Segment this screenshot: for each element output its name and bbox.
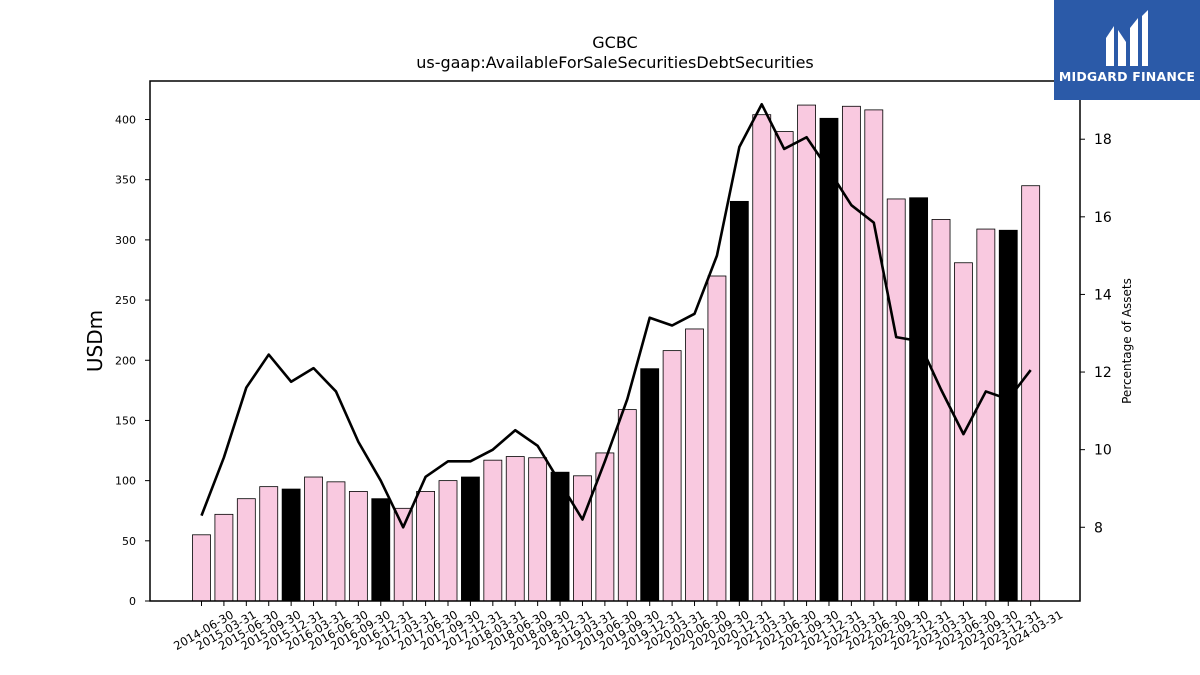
- bar: [819, 117, 839, 602]
- y-tick-label: 400: [115, 114, 136, 127]
- y-axis-left: 0 50 100 150 200 250 300 350 400: [115, 114, 150, 608]
- bar: [864, 109, 884, 602]
- midgard-logo-icon: [1106, 10, 1148, 66]
- y2-axis-label: Percentage of Assets: [1120, 278, 1134, 404]
- bar: [461, 476, 480, 602]
- bar: [640, 368, 660, 602]
- y-tick-label: 0: [129, 595, 136, 608]
- bar: [192, 534, 211, 602]
- y-tick-label: 150: [115, 414, 136, 427]
- bar: [281, 488, 301, 602]
- line-group: [200, 102, 1032, 529]
- y2-tick-label: 12: [1094, 365, 1112, 381]
- chart-title: GCBC: [592, 33, 637, 52]
- bar: [976, 228, 996, 602]
- bar-group: [192, 104, 1041, 602]
- bar: [841, 105, 861, 602]
- bar: [886, 198, 906, 602]
- y-tick-label: 50: [122, 535, 136, 548]
- x-axis: 2014-06-302015-03-312015-06-302015-09-30…: [171, 601, 1065, 653]
- bar: [438, 480, 458, 602]
- plot-frame: [149, 80, 1081, 602]
- bar: [214, 513, 234, 602]
- bar: [393, 507, 413, 602]
- y2-tick-label: 8: [1094, 520, 1103, 536]
- y2-tick-label: 16: [1094, 210, 1112, 226]
- bar: [797, 104, 816, 602]
- y2-tick-label: 18: [1094, 132, 1112, 148]
- y-tick-label: 250: [115, 294, 136, 307]
- bar: [685, 328, 704, 602]
- bar: [304, 476, 323, 602]
- bar: [326, 481, 346, 602]
- y-axis-label: USDm: [83, 310, 107, 372]
- chart-subtitle: us-gaap:AvailableForSaleSecuritiesDebtSe…: [416, 53, 814, 72]
- percentage-line: [200, 102, 1032, 529]
- y-tick-label: 300: [115, 234, 136, 247]
- bar: [259, 486, 279, 602]
- midgard-finance-logo: MIDGARD FINANCE: [1054, 0, 1200, 100]
- y-tick-label: 350: [115, 174, 136, 187]
- y-axis-right: 8 10 12 14 16 18: [1080, 132, 1112, 536]
- bar: [998, 229, 1018, 602]
- y-tick-label: 200: [115, 354, 136, 367]
- logo-text: MIDGARD FINANCE: [1058, 69, 1196, 84]
- bar: [1021, 185, 1041, 602]
- bar: [416, 491, 436, 602]
- bar: [909, 197, 929, 602]
- bar: [573, 475, 592, 602]
- bar: [371, 498, 391, 602]
- bar: [483, 459, 503, 602]
- bar: [931, 219, 951, 602]
- bar: [662, 350, 682, 602]
- bar: [729, 200, 749, 602]
- bar: [617, 409, 637, 602]
- y2-tick-label: 10: [1094, 443, 1112, 459]
- bar: [236, 498, 256, 602]
- y-tick-label: 100: [115, 475, 136, 488]
- bar: [752, 114, 772, 602]
- bar: [348, 491, 368, 602]
- bar: [774, 131, 794, 602]
- bar: [707, 275, 727, 602]
- bar: [528, 457, 548, 602]
- y2-tick-label: 14: [1094, 287, 1112, 303]
- bar: [505, 456, 525, 602]
